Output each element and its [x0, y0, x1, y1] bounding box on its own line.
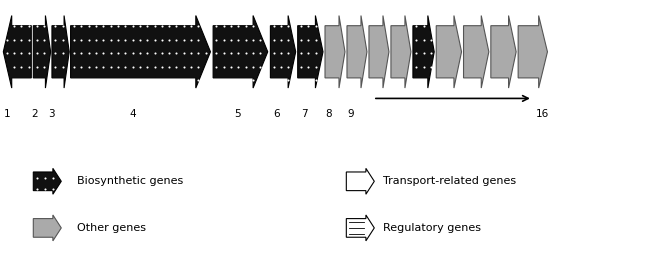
Polygon shape — [3, 16, 31, 88]
Text: Biosynthetic genes: Biosynthetic genes — [77, 176, 183, 186]
Polygon shape — [346, 215, 374, 241]
Text: 5: 5 — [234, 109, 240, 119]
Polygon shape — [369, 16, 389, 88]
Polygon shape — [391, 16, 411, 88]
Polygon shape — [71, 16, 210, 88]
Text: 2: 2 — [31, 109, 38, 119]
Text: Transport-related genes: Transport-related genes — [383, 176, 516, 186]
Polygon shape — [33, 215, 61, 241]
Text: 1: 1 — [3, 109, 10, 119]
Text: 4: 4 — [130, 109, 137, 119]
Polygon shape — [298, 16, 323, 88]
Polygon shape — [325, 16, 345, 88]
Polygon shape — [33, 16, 51, 88]
Polygon shape — [213, 16, 268, 88]
Polygon shape — [52, 16, 69, 88]
Text: 3: 3 — [49, 109, 55, 119]
Text: 9: 9 — [348, 109, 354, 119]
Polygon shape — [413, 16, 434, 88]
Text: 7: 7 — [301, 109, 308, 119]
Text: 16: 16 — [536, 109, 549, 119]
Polygon shape — [33, 168, 61, 194]
Polygon shape — [491, 16, 516, 88]
Polygon shape — [347, 16, 367, 88]
Polygon shape — [518, 16, 547, 88]
Polygon shape — [464, 16, 489, 88]
Polygon shape — [436, 16, 462, 88]
Text: 6: 6 — [274, 109, 280, 119]
Polygon shape — [346, 168, 374, 194]
Text: Other genes: Other genes — [77, 223, 146, 233]
Polygon shape — [270, 16, 296, 88]
Text: 8: 8 — [326, 109, 332, 119]
Text: Regulatory genes: Regulatory genes — [383, 223, 481, 233]
